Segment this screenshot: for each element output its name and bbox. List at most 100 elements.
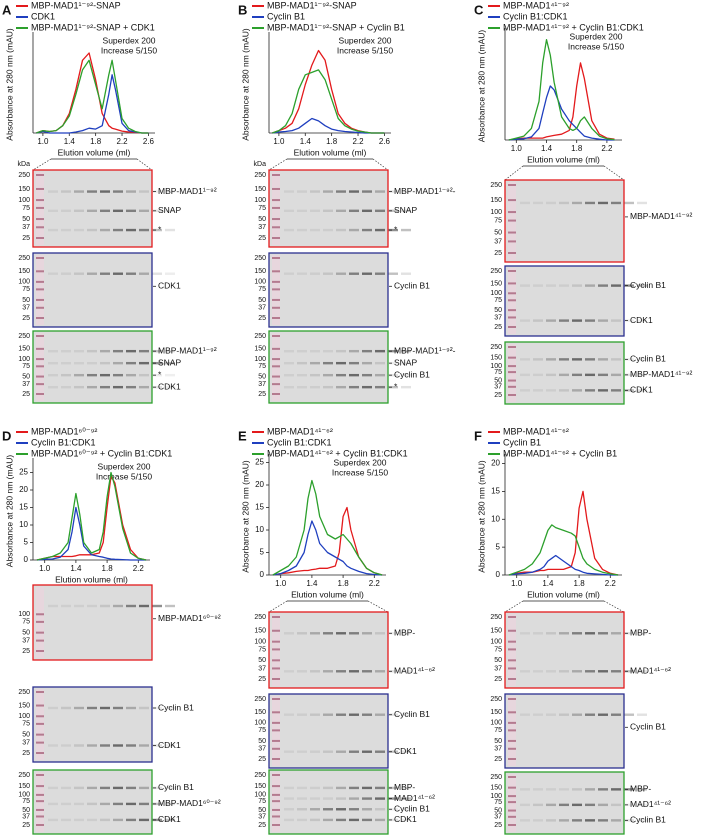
gel-band — [362, 385, 372, 389]
band-label: MBP- — [394, 628, 415, 638]
gel-band — [152, 190, 162, 193]
gel-band — [336, 808, 346, 811]
marker-label: 250 — [254, 696, 266, 703]
gel-band — [572, 788, 582, 791]
gel-band — [349, 349, 359, 353]
gel-band — [388, 228, 398, 232]
gel-band — [87, 706, 97, 710]
gel-band — [336, 670, 346, 673]
gel-band — [388, 750, 398, 753]
gel-band — [611, 819, 621, 822]
ladder-band — [36, 187, 44, 190]
gel-band — [336, 818, 346, 822]
marker-label: 37 — [22, 224, 30, 231]
gel-band — [388, 808, 398, 811]
ladder-band — [508, 824, 516, 826]
ladder-band — [36, 317, 44, 319]
marker-label: 150 — [254, 186, 266, 193]
gel-band — [624, 670, 634, 673]
marker-label: 150 — [18, 268, 30, 275]
marker-label: 25 — [494, 250, 502, 257]
marker-label: 75 — [258, 286, 266, 293]
gel-band — [126, 604, 136, 608]
ladder-band — [272, 785, 280, 788]
gel-band — [126, 818, 136, 822]
annotation: Increase 5/150 — [332, 467, 389, 477]
y-tick-label: 10 — [255, 525, 264, 534]
marker-label: 37 — [494, 314, 502, 321]
gel-band — [546, 803, 556, 807]
gel-band — [284, 272, 294, 275]
ladder-band — [272, 659, 280, 662]
gel-band — [61, 272, 71, 275]
gel-band — [375, 272, 385, 275]
gel-band — [310, 349, 320, 353]
gel-band — [336, 632, 346, 635]
gel-band — [572, 819, 582, 822]
gel-band — [336, 713, 346, 716]
legend-label: MBP-MAD1⁴¹⁻⁶² — [503, 426, 569, 436]
gel-band — [624, 788, 634, 791]
gel-band — [611, 373, 621, 377]
band-label: MBP-MAD1¹⁻⁹² — [158, 345, 217, 355]
gel-band — [349, 632, 359, 635]
ladder-band — [272, 616, 280, 618]
gel-band — [585, 670, 595, 673]
gel-band — [388, 632, 398, 635]
gel-band — [74, 385, 84, 389]
gel-band — [310, 190, 320, 193]
ladder-band — [272, 711, 280, 714]
gel-band — [598, 788, 608, 791]
ladder-band — [508, 365, 516, 368]
gel-band — [297, 385, 307, 389]
gel-band — [572, 201, 582, 205]
ladder-band — [272, 774, 280, 776]
ladder-band — [36, 722, 44, 725]
x-tick-label: 2.6 — [143, 137, 155, 146]
x-tick-label: 1.8 — [326, 137, 338, 146]
gel-band — [546, 284, 556, 287]
gel-band — [323, 786, 333, 790]
gel-band — [113, 786, 123, 790]
gel-band — [336, 373, 346, 377]
marker-label: 250 — [490, 182, 502, 189]
gel-band — [598, 389, 608, 392]
marker-label: 100 — [18, 713, 30, 720]
fraction-guide — [603, 165, 625, 181]
fraction-guide — [32, 158, 52, 171]
gel-band — [61, 802, 71, 806]
gel-band — [336, 361, 346, 365]
ladder-band — [272, 808, 280, 811]
marker-label: 75 — [258, 727, 266, 734]
marker-label: 37 — [494, 665, 502, 672]
marker-label: 25 — [22, 315, 30, 322]
band-label: Cyclin B1 — [394, 804, 430, 814]
marker-label: 50 — [22, 373, 30, 380]
gel-band — [611, 632, 621, 635]
marker-label: 150 — [254, 783, 266, 790]
unit-label: kDa — [254, 161, 267, 168]
band-label: MBP-MAD1⁴¹⁻⁹² — [630, 211, 692, 221]
y-axis-label: Absorbance at 280 nm (mAU) — [476, 30, 486, 143]
gel-band — [388, 361, 398, 365]
gel-band — [598, 713, 608, 716]
gel-band — [598, 373, 608, 377]
unit-label: kDa — [18, 161, 31, 168]
ladder-band — [36, 174, 44, 176]
marker-label: 150 — [490, 784, 502, 791]
gel-band — [624, 284, 634, 287]
marker-label: 37 — [494, 746, 502, 753]
ladder-band — [272, 317, 280, 319]
gel-band — [533, 358, 543, 361]
band-label: MAD1⁴¹⁻⁶² — [394, 793, 435, 803]
gel-band — [362, 361, 372, 365]
gel-band — [349, 670, 359, 673]
ladder-band — [508, 394, 516, 396]
y-tick-label: 5 — [24, 538, 29, 547]
marker-label: 75 — [22, 619, 30, 626]
gel-band — [375, 750, 385, 753]
band-label: SNAP — [394, 357, 417, 367]
gel-band — [126, 209, 136, 213]
band-label: * — [394, 224, 398, 234]
gel-band — [139, 209, 149, 213]
